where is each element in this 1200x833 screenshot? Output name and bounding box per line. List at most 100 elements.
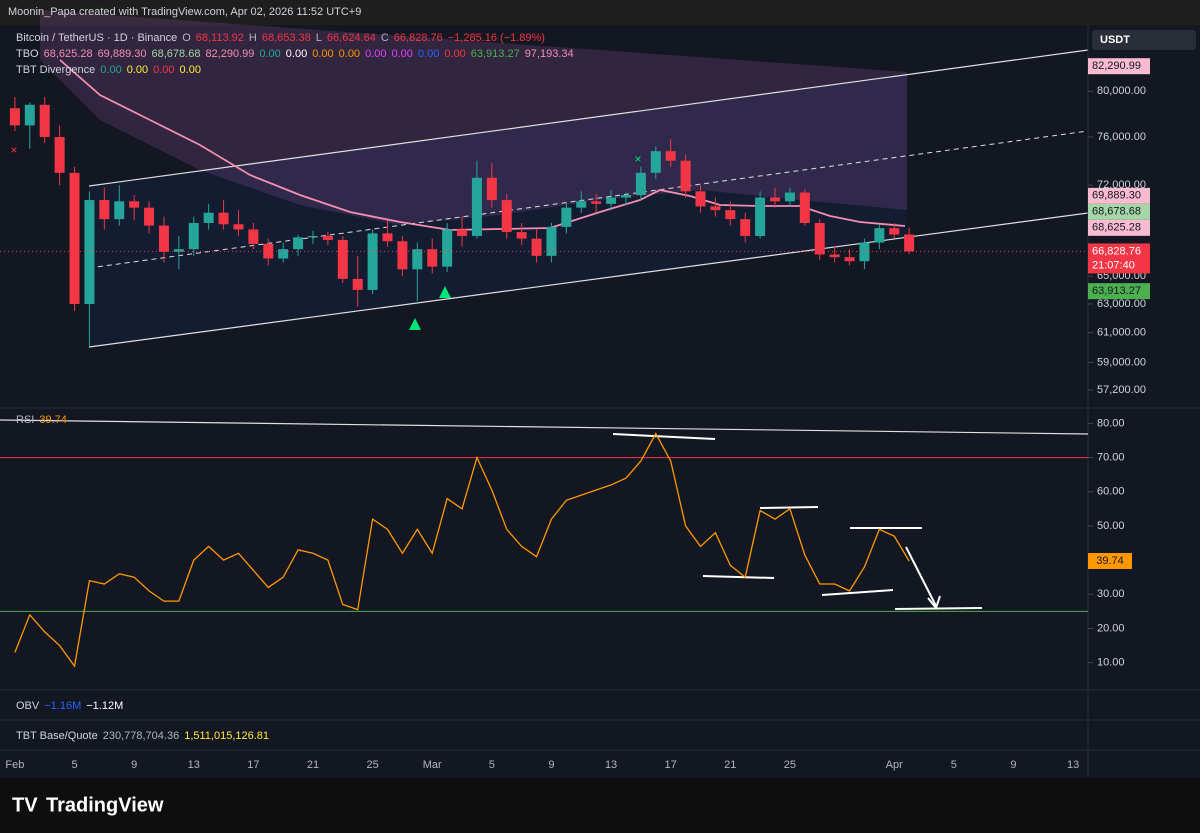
y-tick-label: 59,000.00	[1097, 356, 1146, 368]
x-tick-label: 5	[489, 759, 495, 771]
candle-body	[188, 222, 199, 250]
legend-item: 66,624.64	[327, 32, 376, 44]
legend-item: 39.74	[39, 414, 67, 426]
x-tick-label: 9	[548, 759, 554, 771]
y-tick-label: 61,000.00	[1097, 327, 1146, 339]
price-tag	[1088, 58, 1150, 75]
legend-item: 0.00	[180, 64, 201, 76]
x-tick-label: Feb	[5, 759, 24, 771]
y-tick-label: 50.00	[1097, 520, 1125, 532]
candle-body	[457, 229, 468, 236]
candle-body	[635, 172, 646, 196]
candle-body	[412, 249, 423, 270]
legend-item: 82,290.99	[205, 48, 254, 60]
y-tick-label: 10.00	[1097, 657, 1125, 669]
rsi-line	[14, 432, 910, 668]
legend-item: 1,511,015,126.81	[184, 730, 269, 742]
candle-body	[158, 225, 169, 252]
price-tag-label: 63,913.27	[1092, 285, 1141, 297]
legend-item: H	[249, 32, 257, 44]
candle-body	[695, 191, 706, 207]
x-tick-label: Mar	[423, 759, 442, 771]
legend-item: 66,828.76	[394, 32, 443, 44]
legend-item: 97,193.34	[525, 48, 574, 60]
legend-row: TBT Base/Quote 230,778,704.36 1,511,015,12…	[16, 730, 269, 742]
candle-body	[442, 229, 453, 267]
candle-body	[546, 226, 557, 256]
legend-item: TBT Base/Quote	[16, 730, 98, 742]
brand: TradingView	[46, 794, 164, 816]
legend-item: RSI	[16, 414, 34, 426]
legend-item: 0.00	[153, 64, 174, 76]
y-tick-label: 57,200.00	[1097, 384, 1146, 396]
candle-body	[427, 249, 438, 267]
candle-body	[889, 228, 900, 235]
candle-body	[814, 222, 825, 255]
candle-body	[233, 224, 244, 230]
x-tick-label: 17	[665, 759, 677, 771]
legend-item: 63,913.27	[471, 48, 520, 60]
channel-fill	[89, 74, 907, 347]
rsi-trendline	[0, 419, 1089, 435]
price-tag	[1088, 219, 1150, 236]
currency-box	[1092, 30, 1196, 50]
candle-body	[874, 228, 885, 243]
legend-item: 0.00	[391, 48, 412, 60]
candle-body	[278, 249, 289, 259]
candle-body	[114, 201, 125, 220]
legend-item: OBV	[16, 700, 40, 712]
legend-item: 68,625.28	[44, 48, 93, 60]
top-bar	[0, 0, 1200, 25]
candle-body	[904, 234, 915, 252]
legend-item: TBO	[16, 48, 39, 60]
y-tick-label: 80.00	[1097, 417, 1125, 429]
signal-marker	[439, 286, 451, 298]
candle-body	[39, 104, 50, 137]
x-tick-label: 13	[605, 759, 617, 771]
legend-item: 68,113.92	[196, 32, 244, 44]
y-tick-label: 76,000.00	[1097, 131, 1146, 143]
candle-body	[710, 206, 721, 211]
candle-body	[650, 151, 661, 173]
candle-body	[576, 201, 587, 208]
candle-body	[84, 200, 95, 304]
candle-body	[397, 241, 408, 270]
candle-body	[352, 278, 363, 290]
currency: USDT	[1100, 34, 1130, 46]
legend-item: 0.00	[339, 48, 360, 60]
x-tick-label: 17	[247, 759, 259, 771]
candle-body	[725, 210, 736, 220]
price-tag-label: 66,828.76	[1092, 245, 1141, 257]
logo: TV	[12, 794, 38, 816]
legend-row: TBT Divergence 0.00 0.00 0.00 0.00	[16, 64, 201, 76]
x-tick-label: 5	[951, 759, 957, 771]
legend-item: 0.00	[418, 48, 439, 60]
candle-body	[471, 177, 482, 236]
header: Moonin_Papa created with TradingView.com…	[8, 6, 361, 18]
candle-body	[665, 151, 676, 161]
candle-body	[755, 197, 766, 236]
legend-item: O	[182, 32, 191, 44]
signal-marker: ×	[634, 152, 641, 166]
y-tick-label: 20.00	[1097, 622, 1125, 634]
legend-item: −1,285.16 (−1.89%)	[448, 32, 545, 44]
legend-item: Bitcoin / TetherUS · 1D · Binance	[16, 32, 177, 44]
legend-row: TBO 68,625.28 69,889.30 68,678.68 82,290.99 0…	[16, 48, 574, 60]
candle-body	[99, 200, 110, 220]
legend-item: L	[316, 32, 322, 44]
candle-body	[218, 212, 229, 225]
channel-lower	[88, 212, 1089, 348]
candle-body	[531, 238, 542, 256]
x-tick-label: 21	[724, 759, 736, 771]
candle-body	[9, 108, 20, 126]
legend-row: OBV −1.16M −1.12M	[16, 700, 123, 712]
x-tick-label: 13	[1067, 759, 1079, 771]
candle-body	[770, 197, 781, 202]
candle-body	[322, 235, 333, 240]
legend-item: 0.00	[100, 64, 121, 76]
y-tick-label: 60.00	[1097, 486, 1125, 498]
price-tag	[1088, 243, 1150, 274]
price-tag-label: 68,678.68	[1092, 206, 1141, 218]
x-tick-label: 5	[71, 759, 77, 771]
candle-body	[501, 200, 512, 233]
